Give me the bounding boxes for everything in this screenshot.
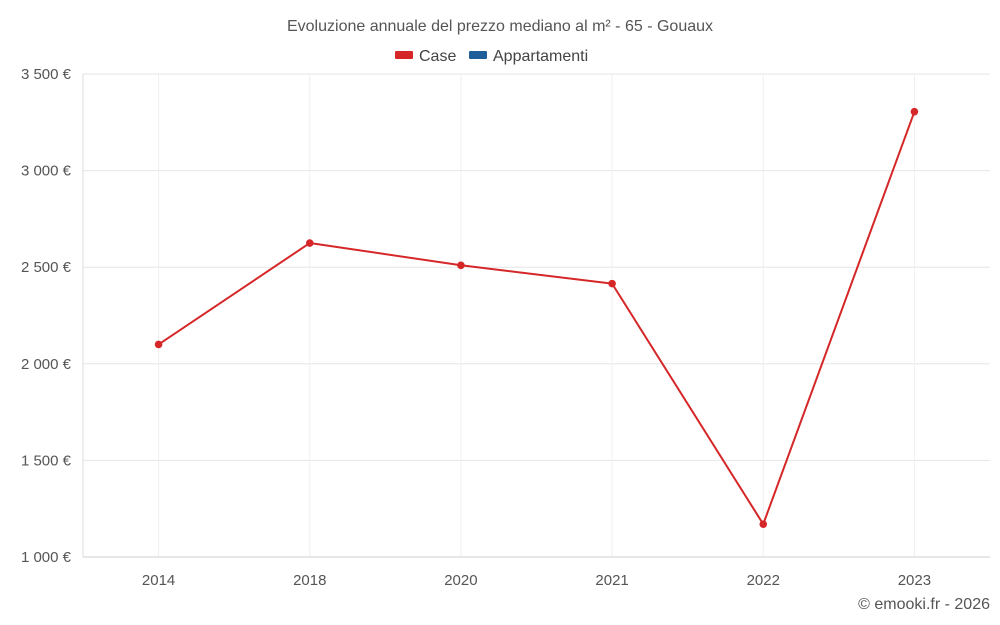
data-point-case — [154, 340, 163, 349]
y-tick-label: 2 000 € — [21, 356, 72, 373]
x-tick-label: 2021 — [595, 572, 628, 589]
y-tick-label: 2 500 € — [21, 259, 72, 276]
x-tick-label: 2014 — [142, 572, 175, 589]
y-tick-label: 1 500 € — [21, 452, 72, 469]
x-tick-label: 2023 — [898, 572, 931, 589]
legend-swatch-case — [395, 51, 413, 59]
legend-item-case[interactable]: Case — [395, 48, 456, 65]
credit-text: © emooki.fr - 2026 — [858, 596, 990, 613]
data-point-case — [608, 279, 616, 288]
chart-title: Evoluzione annuale del prezzo mediano al… — [287, 18, 713, 35]
y-tick-label: 3 500 € — [21, 66, 72, 83]
x-tick-label: 2022 — [747, 572, 780, 589]
legend-swatch-appartamenti — [469, 51, 487, 59]
x-tick-label: 2020 — [444, 572, 477, 589]
legend-item-appartamenti[interactable]: Appartamenti — [469, 48, 588, 65]
x-tick-label: 2018 — [293, 572, 326, 589]
data-point-case — [759, 520, 768, 528]
data-point-case — [910, 107, 919, 116]
axis-layer: 1 000 € 1 500 € 2 000 € 2 500 € 3 000 € 3 500… — [21, 66, 931, 589]
series-line-case — [157, 110, 916, 526]
grid-layer — [82, 73, 990, 558]
legend: Case Appartamenti — [395, 48, 588, 65]
legend-label-appartamenti: Appartamenti — [493, 48, 588, 65]
data-point-case — [305, 239, 314, 247]
legend-label-case: Case — [419, 48, 456, 65]
y-tick-label: 1 000 € — [21, 549, 72, 566]
y-tick-label: 3 000 € — [21, 163, 72, 180]
data-point-case — [457, 261, 465, 270]
series-layer — [154, 107, 919, 528]
